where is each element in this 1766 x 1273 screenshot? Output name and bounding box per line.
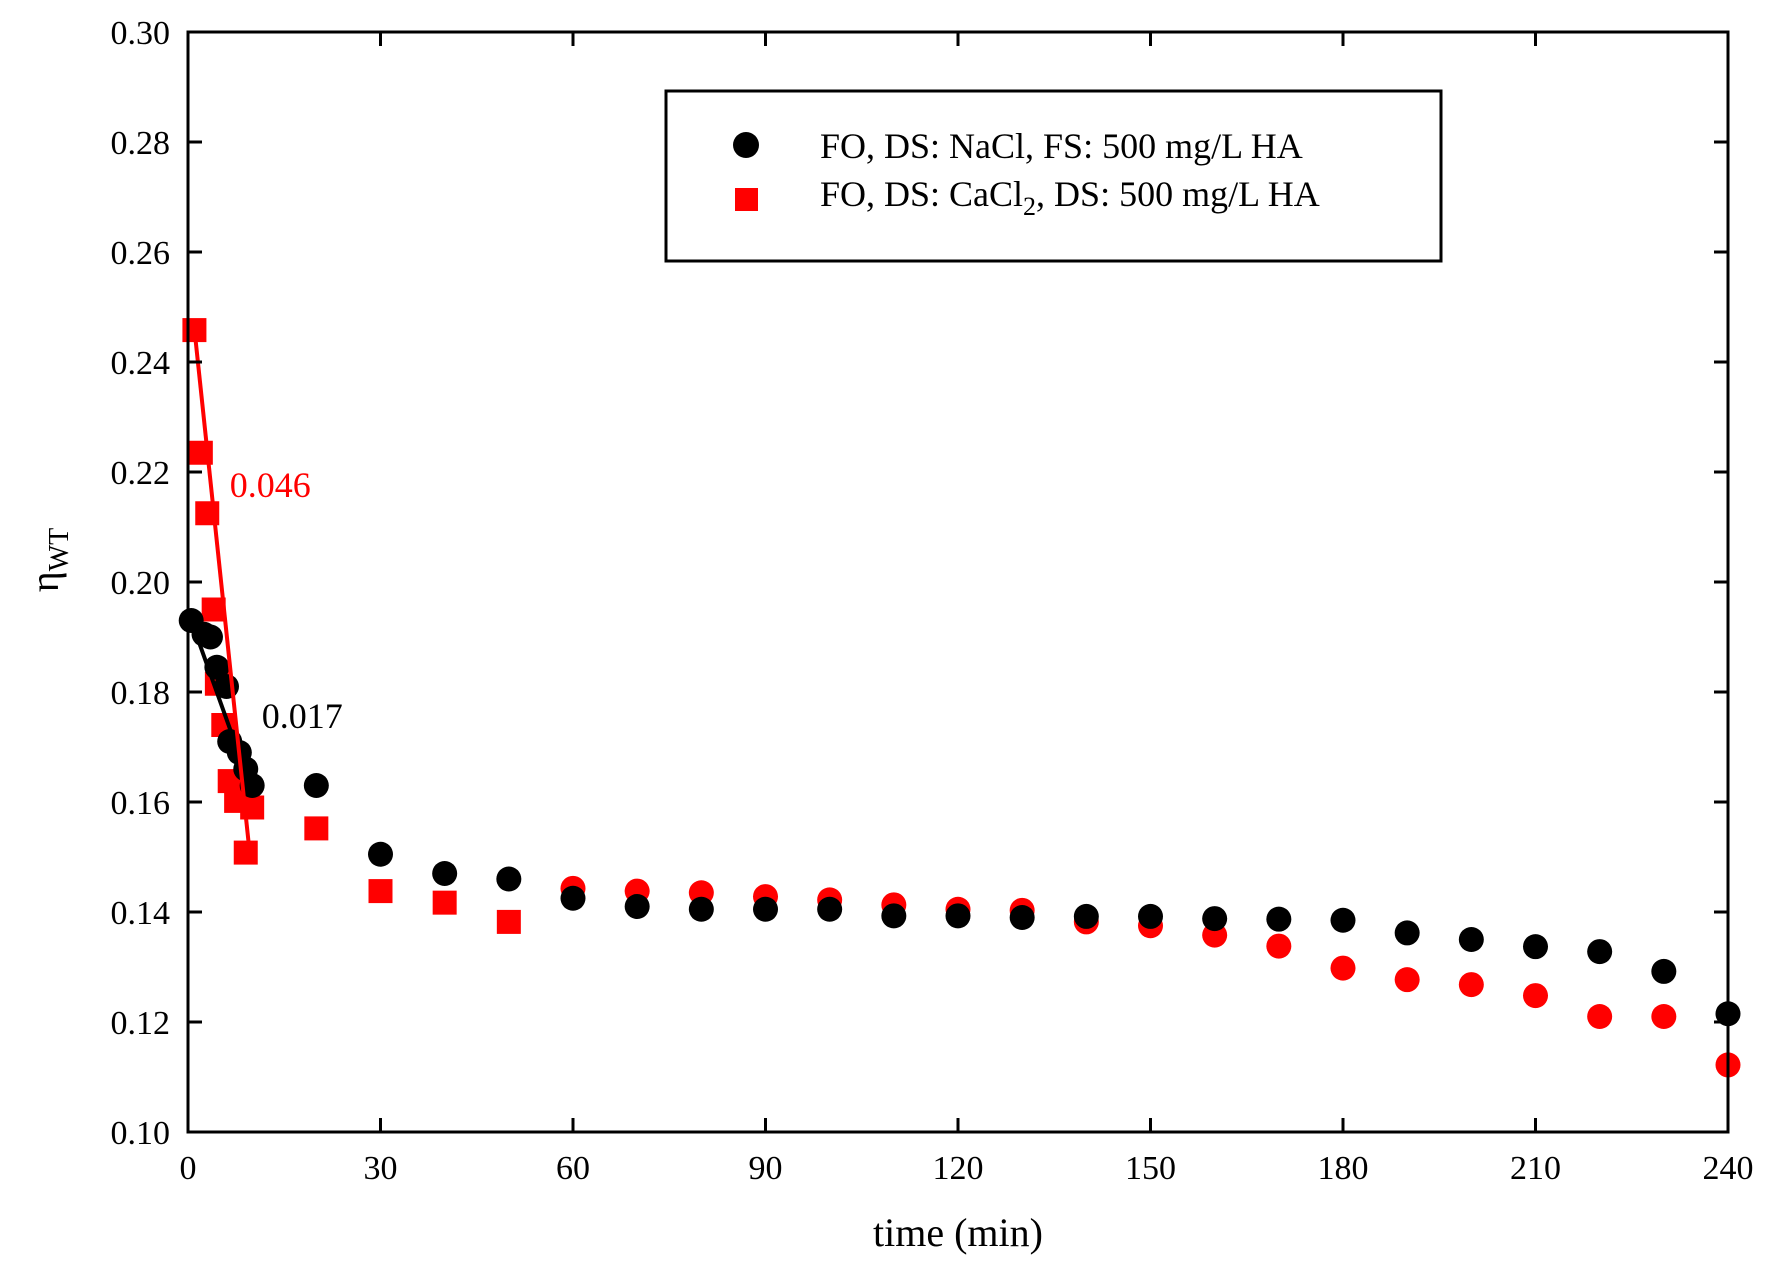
legend-label-cacl2-subscript: 2 <box>1023 192 1036 221</box>
data-point-nacl <box>1266 906 1292 932</box>
data-point-nacl <box>1394 920 1420 946</box>
y-tick-label: 0.22 <box>111 455 171 492</box>
data-point-nacl <box>624 894 650 919</box>
legend: FO, DS: NaCl, FS: 500 mg/L HA FO, DS: Ca… <box>664 89 1443 263</box>
x-tick-label: 120 <box>933 1150 984 1187</box>
data-point-cacl2 <box>304 816 329 841</box>
data-point-nacl <box>560 885 586 911</box>
data-point-nacl <box>753 896 778 922</box>
data-point-nacl <box>303 773 329 798</box>
y-tick-label: 0.14 <box>111 895 171 932</box>
data-point-nacl <box>432 861 458 886</box>
y-tick-label: 0.26 <box>111 235 171 272</box>
data-point-nacl <box>945 903 971 929</box>
data-point-nacl <box>1073 903 1099 929</box>
y-tick-label: 0.18 <box>111 675 171 712</box>
data-point-cacl2 <box>233 840 258 865</box>
fit-line-cacl2 <box>192 328 251 847</box>
data-point-nacl <box>368 841 393 867</box>
x-tick-label: 210 <box>1510 1150 1561 1187</box>
data-point-cacl2 <box>1523 983 1548 1009</box>
x-axis-title: time (min) <box>873 1210 1043 1255</box>
svg-text:ηWT: ηWT <box>22 528 75 592</box>
legend-marker-cacl2 <box>735 188 758 211</box>
data-point-cacl2 <box>1330 955 1356 981</box>
data-point-cacl2 <box>496 909 521 934</box>
legend-label-cacl2: FO, DS: CaCl2, DS: 500 mg/L HA <box>820 174 1320 221</box>
y-tick-label: 0.12 <box>111 1005 171 1042</box>
slope-label-nacl: 0.017 <box>262 696 343 736</box>
data-point-cacl2 <box>1458 972 1484 998</box>
data-point-nacl <box>1202 906 1228 932</box>
data-point-nacl <box>1009 905 1035 930</box>
data-point-nacl <box>1587 939 1613 965</box>
data-point-cacl2 <box>432 890 457 915</box>
legend-label-cacl2-part2: , DS: 500 mg/L HA <box>1036 174 1320 214</box>
data-point-cacl2 <box>368 879 393 904</box>
y-tick-label: 0.10 <box>111 1115 171 1152</box>
x-tick-label: 150 <box>1125 1150 1176 1187</box>
y-axis-title-main: η <box>22 571 67 592</box>
data-point-nacl <box>1330 907 1356 933</box>
data-marks: 0.017 0.046 <box>178 318 1741 1078</box>
data-point-cacl2 <box>1651 1004 1677 1029</box>
data-point-nacl <box>496 866 522 892</box>
x-tick-label: 90 <box>749 1150 783 1187</box>
data-point-nacl <box>1651 958 1677 984</box>
y-tick-label: 0.24 <box>111 345 171 382</box>
legend-label-nacl: FO, DS: NaCl, FS: 500 mg/L HA <box>820 126 1303 166</box>
x-tick-label: 0 <box>180 1150 197 1187</box>
y-tick-label: 0.16 <box>111 785 171 822</box>
data-point-cacl2 <box>1587 1004 1613 1029</box>
y-axis-title: ηWT <box>22 528 75 592</box>
data-point-cacl2 <box>1266 933 1292 959</box>
legend-marker-nacl <box>733 132 759 158</box>
y-tick-label: 0.30 <box>111 15 171 52</box>
legend-box <box>664 89 1443 263</box>
data-point-nacl <box>1138 903 1163 929</box>
y-axis-title-subscript: WT <box>44 528 75 572</box>
x-tick-label: 60 <box>556 1150 590 1187</box>
data-point-cacl2 <box>1394 967 1420 993</box>
x-tick-label: 240 <box>1703 1150 1754 1187</box>
legend-label-cacl2-part1: FO, DS: CaCl <box>820 174 1023 214</box>
axis-ticks: 0 30 60 90 120 150 180 210 2400.100.120.140.160.… <box>111 15 1754 1187</box>
data-point-nacl <box>1523 934 1548 960</box>
slope-label-cacl2: 0.046 <box>230 465 311 505</box>
y-tick-label: 0.20 <box>111 565 171 602</box>
data-point-nacl <box>688 896 714 922</box>
data-point-nacl <box>817 896 843 922</box>
y-tick-label: 0.28 <box>111 125 171 162</box>
data-point-nacl <box>1458 927 1484 952</box>
data-point-nacl <box>881 903 907 929</box>
x-tick-label: 180 <box>1318 1150 1369 1187</box>
x-tick-label: 30 <box>364 1150 398 1187</box>
data-point-nacl <box>197 624 223 650</box>
